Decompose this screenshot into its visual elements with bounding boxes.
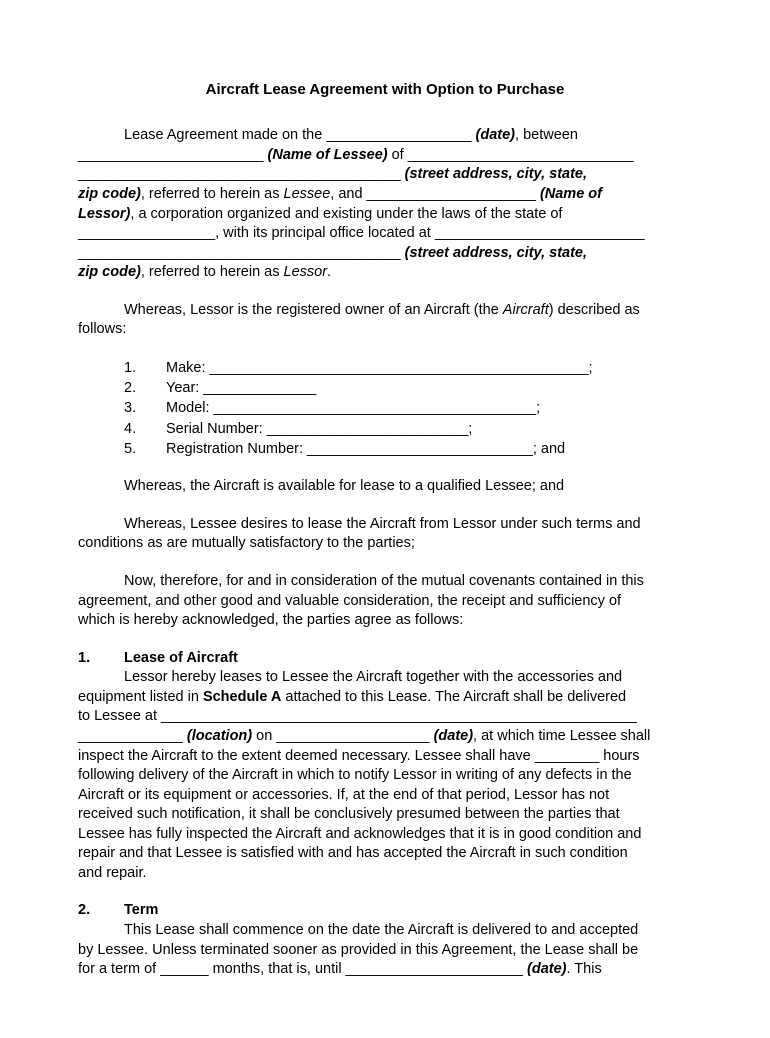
text: on ___________________ [252,728,433,744]
text: follows: [78,321,126,337]
text: conditions as are mutually satisfactory … [78,535,415,551]
term-lessee: Lessee [284,186,331,202]
text: for a term of ______ months, that is, un… [78,961,527,977]
text: ________________________________________ [78,245,405,261]
text: _______________________ [78,147,268,163]
text: Whereas, Lessee desires to lease the Air… [78,515,692,535]
text: . [327,264,331,280]
list-item: 5.Registration Number: _________________… [124,439,692,459]
field-address: (street address, city, state, [405,245,587,261]
whereas-1: Whereas, Lessor is the registered owner … [78,301,692,340]
text: , at which time Lessee shall [473,728,650,744]
list-number: 5. [124,439,166,459]
field-address: zip code) [78,186,141,202]
section-1-heading: 1. Lease of Aircraft [78,649,692,669]
list-text: Serial Number: _________________________… [166,419,472,439]
text: , a corporation organized and existing u… [130,206,562,222]
text: Now, therefore, for and in consideration… [78,572,692,592]
list-number: 4. [124,419,166,439]
text: This Lease shall commence on the date th… [78,921,692,941]
text: attached to this Lease. The Aircraft sha… [281,689,626,705]
list-text: Year: ______________ [166,378,316,398]
section-2-heading: 2. Term [78,901,692,921]
list-number: 1. [124,358,166,378]
list-text: Make: __________________________________… [166,358,593,378]
field-lessee-name: (Name of Lessee) [268,147,388,163]
list-text: Registration Number: ___________________… [166,439,565,459]
schedule-ref: Schedule A [203,689,281,705]
document-title: Aircraft Lease Agreement with Option to … [78,80,692,100]
section-2-body: This Lease shall commence on the date th… [78,921,692,980]
whereas-3: Whereas, Lessee desires to lease the Air… [78,515,692,554]
text: , between [515,127,578,143]
text: ) described as [549,302,640,318]
text: Whereas, Lessor is the registered owner … [124,302,503,318]
section-1-body: Lessor hereby leases to Lessee the Aircr… [78,668,692,883]
intro-paragraph: Lease Agreement made on the ____________… [78,126,692,283]
text: following delivery of the Aircraft in wh… [78,767,632,783]
text: received such notification, it shall be … [78,806,620,822]
list-item: 2.Year: ______________ [124,378,692,398]
list-item: 3.Model: _______________________________… [124,398,692,418]
whereas-2: Whereas, the Aircraft is available for l… [78,477,692,497]
text: which is hereby acknowledged, the partie… [78,612,463,628]
text: Lessor hereby leases to Lessee the Aircr… [78,668,692,688]
text: Lease Agreement made on the ____________… [124,127,476,143]
text: repair and that Lessee is satisfied with… [78,845,628,861]
list-item: 1.Make: ________________________________… [124,358,692,378]
field-address: (street address, city, state, [405,166,587,182]
text: ________________________________________ [78,166,405,182]
term-aircraft: Aircraft [503,302,549,318]
section-title: Term [124,901,158,921]
list-item: 4.Serial Number: _______________________… [124,419,692,439]
term-lessor: Lessor [284,264,328,280]
field-date: (date) [476,127,515,143]
list-number: 2. [124,378,166,398]
field-address: zip code) [78,264,141,280]
text: _____________ [78,728,187,744]
text: equipment listed in [78,689,203,705]
field-date: (date) [434,728,473,744]
section-number: 1. [78,649,124,669]
text: , and _____________________ [330,186,540,202]
text: agreement, and other good and valuable c… [78,593,621,609]
document-page: Aircraft Lease Agreement with Option to … [0,0,770,1038]
text: , referred to herein as [141,186,284,202]
text: Aircraft or its equipment or accessories… [78,787,609,803]
section-number: 2. [78,901,124,921]
text: Lessee has fully inspected the Aircraft … [78,826,641,842]
text: _________________, with its principal of… [78,225,645,241]
text: to Lessee at ___________________________… [78,708,637,724]
text: and repair. [78,865,147,881]
text: , referred to herein as [141,264,284,280]
field-location: (location) [187,728,252,744]
now-therefore: Now, therefore, for and in consideration… [78,572,692,631]
text: of ____________________________ [388,147,634,163]
field-lessor-name: (Name of [540,186,602,202]
section-title: Lease of Aircraft [124,649,238,669]
list-text: Model: _________________________________… [166,398,540,418]
text: . This [567,961,602,977]
field-date: (date) [527,961,566,977]
text: inspect the Aircraft to the extent deeme… [78,748,640,764]
list-number: 3. [124,398,166,418]
field-lessor-name: Lessor) [78,206,130,222]
aircraft-details-list: 1.Make: ________________________________… [124,358,692,459]
text: by Lessee. Unless terminated sooner as p… [78,942,638,958]
